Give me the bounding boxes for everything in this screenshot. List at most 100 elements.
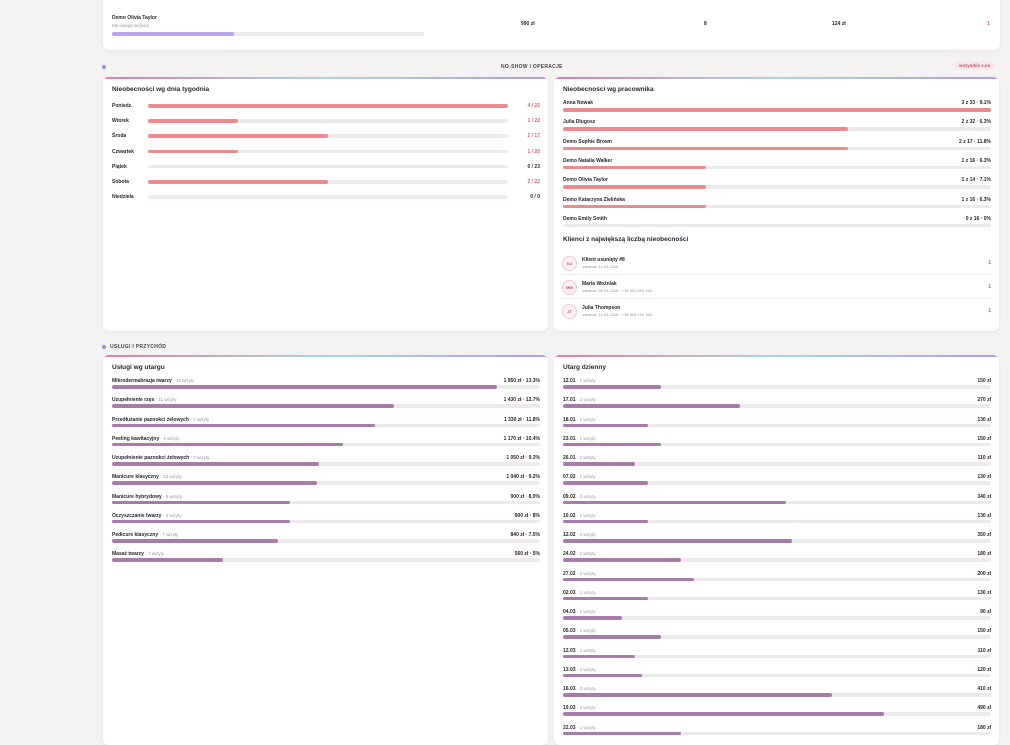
employee-card: Nieobecności wg pracownika Klienci z naj… bbox=[554, 77, 999, 331]
bar-track bbox=[563, 108, 991, 112]
bar bbox=[563, 635, 662, 639]
row-visits: · 2 wizyty bbox=[576, 532, 596, 537]
daily-card: Utarg dzienny 12.01 · 1 wizyty 150 zł 17.0… bbox=[554, 355, 999, 745]
row-label: 23.01 · 1 wizyty bbox=[563, 436, 596, 442]
card-title: Usługi wg utargu bbox=[112, 364, 165, 371]
row-label: 26.01 · 1 wizyty bbox=[563, 455, 596, 461]
row-label: 07.02 · 1 wizyty bbox=[563, 474, 596, 480]
row-value: 130 zł bbox=[977, 512, 991, 519]
row-value: 410 zł bbox=[977, 686, 991, 692]
row-visits: · 2 wizyty bbox=[576, 570, 596, 576]
bar bbox=[563, 385, 662, 389]
row-label: Pedicure klasyczny · 7 wizyty bbox=[112, 532, 178, 538]
row-label: 19.03 · 3 wizyty bbox=[563, 705, 596, 711]
row-value: 270 zł bbox=[977, 397, 991, 404]
client-count: 1 bbox=[988, 260, 991, 266]
row-label: 04.03 · 1 wizyty bbox=[563, 609, 596, 615]
row-visits: · 1 wizyty bbox=[576, 589, 596, 595]
bar-track bbox=[563, 404, 991, 408]
day-label: Wtorek bbox=[112, 118, 129, 125]
bar-track bbox=[563, 558, 991, 562]
client-meta: ostatnia: 10.03.2026 bbox=[582, 264, 619, 269]
row-label: 12.03 · 1 wizyty bbox=[563, 648, 596, 654]
card-title: Utarg dzienny bbox=[563, 364, 606, 371]
row-name: 12.02 bbox=[563, 532, 576, 538]
bar-track bbox=[148, 134, 508, 138]
bar-track bbox=[563, 127, 991, 131]
bar-track bbox=[148, 149, 508, 154]
bar bbox=[563, 108, 991, 112]
employee-name: Demo Olivia Taylor bbox=[563, 177, 608, 184]
row-name: 17.01 bbox=[563, 397, 576, 404]
row-name: 12.01 bbox=[563, 378, 576, 384]
divider bbox=[562, 298, 991, 299]
visits: 8 bbox=[704, 21, 707, 27]
row-value: 350 zł bbox=[977, 532, 991, 538]
bar bbox=[112, 404, 395, 408]
row-visits: · 3 wizyty bbox=[576, 686, 596, 691]
row-name: 09.02 bbox=[563, 493, 576, 500]
bar bbox=[563, 462, 636, 466]
revenue: 990 zł bbox=[521, 21, 535, 27]
client-meta: ostatnia: 08.03.2026 · +48 500 600 340 bbox=[582, 288, 652, 293]
row-name: Peeling kawitacyjny bbox=[112, 435, 160, 442]
row-value: 200 zł bbox=[977, 570, 991, 577]
row-visits: · 1 wizyty bbox=[576, 512, 596, 518]
bar-track bbox=[563, 712, 991, 716]
bar-track bbox=[563, 223, 991, 228]
bar bbox=[112, 539, 278, 543]
row-label: 12.01 · 1 wizyty bbox=[563, 378, 596, 384]
day-label: Czwartek bbox=[112, 148, 134, 155]
employee-name: Demo Sophie Brown bbox=[563, 138, 612, 145]
bar bbox=[563, 712, 884, 716]
row-name: 13.03 bbox=[563, 666, 576, 673]
row-name: Oczyszczanie twarzy bbox=[112, 512, 162, 519]
bar-track bbox=[563, 519, 991, 524]
bar-track bbox=[112, 404, 540, 408]
row-value: 340 zł bbox=[977, 493, 991, 500]
bar bbox=[563, 127, 849, 131]
section-title: USŁUGI I PRZYCHÓD bbox=[110, 344, 167, 350]
filter-badge[interactable]: wszystkie c.os bbox=[954, 61, 996, 70]
bar bbox=[563, 731, 681, 735]
day-value: 0 / 23 bbox=[527, 163, 540, 170]
bar-track bbox=[563, 385, 991, 389]
row-label: 02.03 · 1 wizyty bbox=[563, 590, 596, 596]
bar bbox=[563, 204, 706, 208]
row-label: 09.02 · 2 wizyty bbox=[563, 494, 596, 500]
row-name: 18.01 bbox=[563, 416, 576, 423]
bar-track bbox=[563, 462, 991, 466]
card-title: Nieobecności wg dnia tygodnia bbox=[112, 86, 210, 93]
row-value: 180 zł bbox=[977, 724, 991, 731]
bar bbox=[112, 481, 318, 485]
row-label: 27.02 · 2 wizyty bbox=[563, 571, 596, 577]
client-meta: ostatnia: 10.03.2026 · +48 500 100 380 bbox=[582, 312, 652, 317]
row-value: 1 170 zł · 10.4% bbox=[503, 435, 540, 442]
employee-name: Anna Nowak bbox=[563, 100, 594, 106]
bar bbox=[563, 442, 662, 447]
row-label: Oczyszczanie twarzy · 3 wizyty bbox=[112, 513, 182, 519]
bar bbox=[148, 180, 328, 184]
client-avatar: JT bbox=[562, 304, 577, 319]
bar-track bbox=[563, 146, 991, 151]
bar-track bbox=[563, 577, 991, 581]
no-shows: 1 bbox=[987, 21, 990, 27]
day-value: 1 / 20 bbox=[527, 148, 540, 155]
client-count: 1 bbox=[988, 308, 991, 314]
row-name: 07.02 bbox=[563, 474, 576, 481]
bar-track bbox=[148, 195, 508, 199]
day-value: 2 / 22 bbox=[527, 179, 540, 185]
row-visits: · 1 wizyty bbox=[576, 416, 596, 422]
employee-value: 1 z 14 · 7.1% bbox=[961, 177, 991, 184]
bar bbox=[148, 149, 238, 154]
row-label: Manicure hybrydowy · 9 wizyty bbox=[112, 494, 182, 500]
bar-track bbox=[112, 558, 540, 562]
page: Demo Olivia Taylor Ma uwagę wejścia 990 … bbox=[102, 0, 1000, 745]
row-label: 18.01 · 1 wizyty bbox=[563, 417, 596, 423]
row-value: 150 zł bbox=[977, 378, 991, 384]
bar-track bbox=[563, 635, 991, 639]
row-visits: · 7 wizyty bbox=[190, 455, 210, 460]
row-visits: · 7 wizyty bbox=[145, 551, 165, 557]
day-label: Sobota bbox=[112, 179, 129, 185]
row-name: Mikrodermabrazja twarzy bbox=[112, 378, 172, 384]
